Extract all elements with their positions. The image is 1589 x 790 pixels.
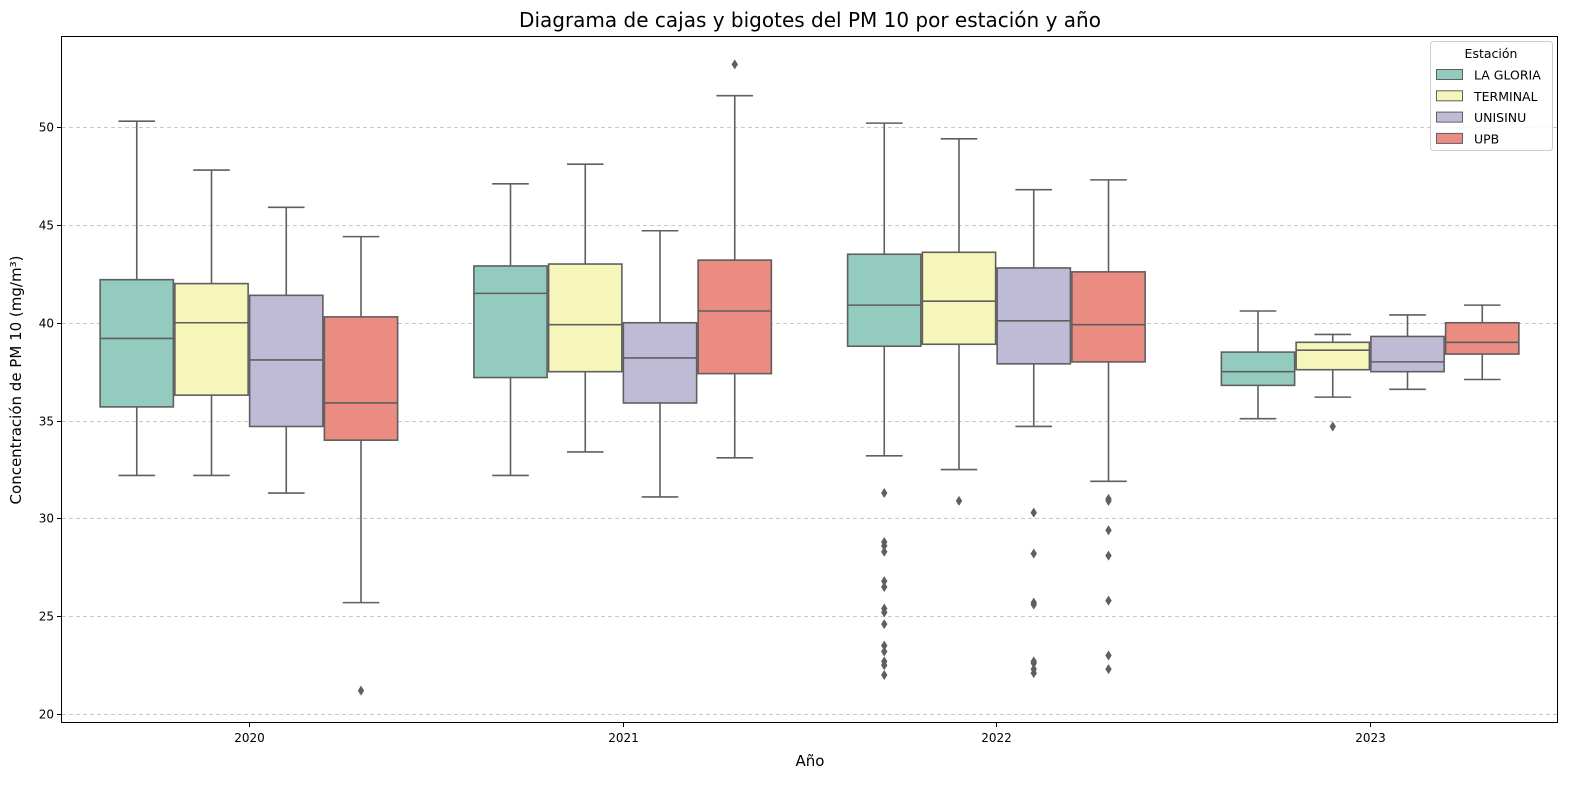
outlier-point <box>881 488 888 499</box>
box-iqr <box>473 265 548 379</box>
box-unisinu-2022 <box>996 188 1072 679</box>
y-tick-label: 35 <box>39 415 54 429</box>
box-iqr <box>846 253 922 348</box>
box-iqr <box>697 259 773 375</box>
legend-label: UPB <box>1474 131 1499 146</box>
plot-frame <box>61 36 1558 723</box>
box-upb-2023 <box>1444 304 1520 381</box>
outlier-point <box>1105 650 1112 661</box>
box-terminal-2023 <box>1295 333 1371 432</box>
box-iqr <box>248 294 324 428</box>
outlier-point <box>1030 507 1037 518</box>
outlier-point <box>881 540 888 551</box>
outlier-point <box>881 640 888 651</box>
outlier-point <box>881 576 888 587</box>
box-iqr <box>921 251 997 346</box>
legend-swatch <box>1436 111 1463 123</box>
legend-label: TERMINAL <box>1473 89 1538 104</box>
x-tick-label: 2022 <box>981 731 1012 745</box>
y-tick-label: 45 <box>39 219 54 233</box>
outlier-point <box>731 59 738 70</box>
y-tick-label: 30 <box>39 512 54 526</box>
box-upb-2020 <box>323 235 399 696</box>
y-tick-label: 20 <box>39 708 54 722</box>
box-la-gloria-2020 <box>99 120 175 477</box>
box-upb-2021 <box>697 59 773 459</box>
x-tick-label: 2023 <box>1355 731 1386 745</box>
x-axis: 2020 2021 2022 2023 <box>234 722 1386 745</box>
outlier-point <box>1105 495 1112 506</box>
outlier-point <box>881 546 888 557</box>
box-iqr <box>547 263 623 373</box>
y-axis-label: Concentración de PM 10 (mg/m³) <box>7 256 25 505</box>
legend-frame <box>1430 41 1553 151</box>
outlier-point <box>1030 668 1037 679</box>
x-axis-label: Año <box>796 752 825 770</box>
y-axis: 20 25 30 35 40 45 50 <box>39 121 62 722</box>
box-iqr <box>174 282 249 396</box>
outlier-point <box>357 685 365 696</box>
box-terminal-2022 <box>921 137 997 506</box>
legend-swatch <box>1436 132 1463 144</box>
outlier-point <box>955 495 963 506</box>
box-iqr <box>323 316 399 441</box>
box-la-gloria-2023 <box>1220 310 1296 420</box>
outlier-point <box>881 646 888 657</box>
outlier-point <box>1105 664 1112 675</box>
outlier-point <box>1030 548 1037 559</box>
outlier-point <box>1030 658 1037 669</box>
box-plot-area <box>99 59 1520 696</box>
legend-label: UNISINU <box>1474 110 1526 125</box>
outlier-point <box>881 660 888 671</box>
legend-swatch <box>1436 90 1463 102</box>
outlier-point <box>881 619 888 630</box>
box-upb-2022 <box>1071 179 1146 675</box>
outlier-point <box>881 670 888 681</box>
x-tick-label: 2020 <box>234 731 265 745</box>
box-iqr <box>1295 341 1371 371</box>
outlier-point <box>1329 421 1336 432</box>
x-tick-label: 2021 <box>608 731 639 745</box>
legend-title: Estación <box>1465 46 1518 61</box>
outlier-point <box>1105 525 1112 536</box>
y-tick-label: 40 <box>39 317 54 331</box>
box-iqr <box>1071 271 1146 363</box>
box-terminal-2021 <box>547 163 623 453</box>
box-terminal-2020 <box>174 169 249 477</box>
outlier-point <box>881 581 888 592</box>
box-iqr <box>622 321 698 404</box>
outlier-point <box>1105 550 1112 561</box>
box-iqr <box>996 267 1072 365</box>
box-iqr <box>1370 335 1445 373</box>
outlier-point <box>1105 595 1112 606</box>
box-unisinu-2020 <box>248 206 324 494</box>
box-unisinu-2023 <box>1370 314 1445 391</box>
box-unisinu-2021 <box>622 229 698 498</box>
chart-title: Diagrama de cajas y bigotes del PM 10 po… <box>519 8 1101 32</box>
y-tick-label: 50 <box>39 121 54 135</box>
box-iqr <box>99 278 175 408</box>
box-iqr <box>1220 351 1296 387</box>
legend-swatch <box>1436 69 1463 80</box>
y-tick-label: 25 <box>39 610 54 624</box>
outlier-point <box>1030 599 1037 610</box>
legend-label: LA GLORIA <box>1474 68 1541 83</box>
box-iqr <box>1444 321 1520 355</box>
outlier-point <box>881 607 888 618</box>
legend: Estación LA GLORIA TERMINAL UNISINU UPB <box>1430 41 1553 151</box>
box-la-gloria-2022 <box>846 122 922 681</box>
box-la-gloria-2021 <box>473 182 548 477</box>
